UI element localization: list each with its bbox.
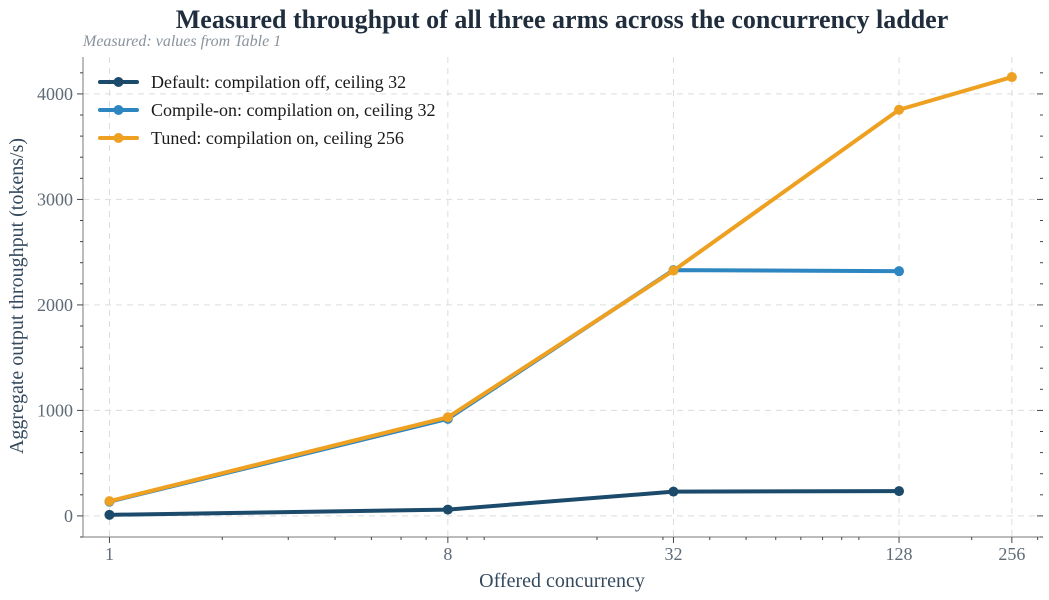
y-tick-label: 0 [64,506,73,526]
y-tick-label: 1000 [37,400,73,420]
legend-label-1: Compile-on: compilation on, ceiling 32 [151,100,435,120]
chart-subtitle: Measured: values from Table 1 [82,33,281,50]
x-tick-label: 32 [664,544,682,564]
data-point-1-3 [894,266,905,277]
x-axis-label: Offered concurrency [479,570,645,592]
x-tick-label: 8 [443,544,452,564]
legend-marker-2 [113,133,124,143]
grid-lines [83,57,1043,537]
data-point-2-3 [894,104,905,115]
data-point-2-4 [1006,72,1017,83]
legend-marker-1 [113,105,124,115]
data-point-0-1 [442,504,453,515]
axes: 1 8 32 128 256 0 1000 2000 3000 4000 [37,57,1043,564]
data-point-0-2 [668,486,679,497]
y-tick-label: 2000 [37,295,73,315]
y-tick-label: 3000 [37,189,73,209]
x-tick-label: 1 [105,544,114,564]
series-line-0 [107,489,902,517]
legend-marker-0 [113,77,124,87]
x-tick-label: 128 [886,544,913,564]
data-point-2-0 [104,496,115,507]
data-point-2-1 [442,412,453,423]
legend: Default: compilation off, ceiling 32 Comp… [98,72,435,148]
data-point-2-2 [668,265,679,276]
legend-label-2: Tuned: compilation on, ceiling 256 [151,128,404,148]
data-series [104,72,1017,520]
data-point-0-3 [894,486,905,497]
data-point-0-0 [104,509,115,520]
y-tick-label: 4000 [37,84,73,104]
y-axis-label: Aggregate output throughput (tokens/s) [6,138,28,454]
x-tick-label: 256 [998,544,1025,564]
chart-title: Measured throughput of all three arms ac… [176,5,948,34]
legend-label-0: Default: compilation off, ceiling 32 [151,72,406,92]
